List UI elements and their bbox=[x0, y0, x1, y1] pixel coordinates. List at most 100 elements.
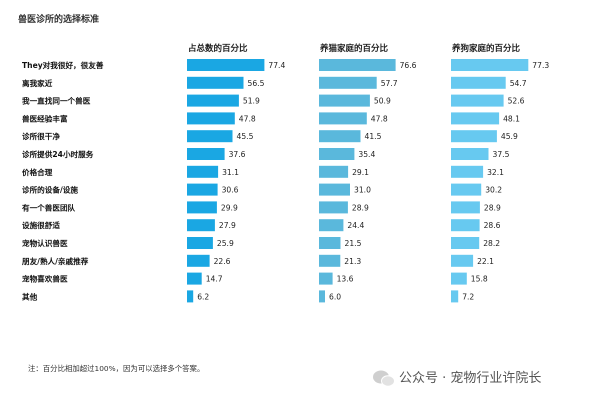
bar-series-1 bbox=[187, 130, 233, 143]
value-label: 22.6 bbox=[214, 257, 231, 266]
bar-series-3 bbox=[451, 201, 480, 214]
value-label: 37.5 bbox=[493, 150, 510, 159]
value-label: 76.6 bbox=[400, 61, 417, 70]
value-label: 41.5 bbox=[365, 132, 382, 141]
category-label: 宠物认识兽医 bbox=[22, 238, 68, 248]
watermark-text: 公众号 · 宠物行业许院长 bbox=[399, 370, 541, 386]
series-title-1: 占总数的百分比 bbox=[188, 43, 248, 54]
bar-series-3 bbox=[451, 112, 500, 125]
value-label: 13.6 bbox=[337, 275, 354, 284]
bar-series-3 bbox=[451, 130, 497, 143]
bar-series-1 bbox=[187, 219, 215, 232]
category-label: 朋友/熟人/亲戚推荐 bbox=[21, 256, 89, 266]
value-label: 50.9 bbox=[374, 97, 391, 106]
value-label: 45.9 bbox=[501, 132, 518, 141]
bar-series-2 bbox=[319, 272, 333, 285]
value-label: 27.9 bbox=[219, 221, 236, 230]
bar-series-1 bbox=[187, 112, 235, 125]
value-label: 31.1 bbox=[222, 168, 239, 177]
value-label: 14.7 bbox=[206, 275, 223, 284]
value-label: 29.1 bbox=[352, 168, 369, 177]
value-label: 52.6 bbox=[508, 97, 525, 106]
bar-series-3 bbox=[451, 219, 480, 232]
value-label: 45.5 bbox=[237, 132, 254, 141]
value-label: 28.9 bbox=[352, 203, 369, 212]
value-label: 29.9 bbox=[221, 203, 238, 212]
bar-series-3 bbox=[451, 148, 489, 160]
category-label: 离我家近 bbox=[22, 78, 53, 88]
category-label: 兽医经验丰富 bbox=[22, 113, 68, 123]
bar-series-2 bbox=[319, 130, 361, 143]
bar-series-3 bbox=[451, 237, 480, 249]
bar-series-1 bbox=[187, 201, 217, 214]
value-label: 25.9 bbox=[217, 239, 234, 248]
category-label: 诊所的设备/设施 bbox=[22, 185, 78, 195]
value-label: 48.1 bbox=[503, 114, 520, 123]
bar-series-2 bbox=[319, 237, 341, 249]
value-label: 24.4 bbox=[347, 221, 364, 230]
value-label: 15.8 bbox=[471, 275, 488, 284]
bar-series-2 bbox=[319, 201, 348, 214]
bar-series-3 bbox=[451, 290, 459, 303]
series-title-3: 养狗家庭的百分比 bbox=[451, 43, 521, 54]
value-label: 51.9 bbox=[243, 97, 260, 106]
value-label: 28.6 bbox=[484, 221, 501, 230]
category-label: 有一个兽医团队 bbox=[22, 202, 76, 212]
bar-series-2 bbox=[319, 148, 355, 160]
bar-series-1 bbox=[187, 183, 218, 196]
value-label: 77.4 bbox=[268, 61, 285, 70]
value-label: 6.2 bbox=[197, 292, 209, 301]
bar-series-3 bbox=[451, 272, 467, 285]
value-label: 28.9 bbox=[484, 203, 501, 212]
bar-series-2 bbox=[319, 219, 344, 232]
value-label: 57.7 bbox=[381, 79, 398, 88]
value-label: 21.5 bbox=[345, 239, 362, 248]
category-label: 价格合理 bbox=[22, 167, 53, 177]
value-label: 47.8 bbox=[239, 114, 256, 123]
value-label: 22.1 bbox=[477, 257, 494, 266]
value-label: 30.2 bbox=[485, 186, 502, 195]
value-label: 32.1 bbox=[487, 168, 504, 177]
value-label: 30.6 bbox=[222, 186, 239, 195]
bar-series-1 bbox=[187, 59, 265, 71]
chart-title: 兽医诊所的选择标准 bbox=[18, 13, 99, 25]
value-label: 31.0 bbox=[354, 186, 371, 195]
value-label: 28.2 bbox=[483, 239, 500, 248]
value-label: 56.5 bbox=[248, 79, 265, 88]
category-label: 诊所提供24小时服务 bbox=[22, 149, 94, 159]
bar-series-3 bbox=[451, 165, 484, 178]
bar-series-3 bbox=[451, 183, 482, 196]
value-label: 35.4 bbox=[358, 150, 375, 159]
bar-series-2 bbox=[319, 165, 349, 178]
bar-series-2 bbox=[319, 76, 377, 89]
value-label: 21.3 bbox=[344, 257, 361, 266]
bar-series-1 bbox=[187, 254, 210, 267]
value-label: 47.8 bbox=[371, 114, 388, 123]
bar-series-3 bbox=[451, 59, 529, 71]
bar-series-2 bbox=[319, 183, 350, 196]
value-label: 54.7 bbox=[510, 79, 527, 88]
bar-series-2 bbox=[319, 59, 396, 71]
bar-series-3 bbox=[451, 94, 504, 107]
category-label: 宠物喜欢兽医 bbox=[22, 274, 68, 284]
bar-series-1 bbox=[187, 237, 213, 249]
bar-series-3 bbox=[451, 254, 474, 267]
value-label: 37.6 bbox=[229, 150, 246, 159]
category-label: 设施很舒适 bbox=[22, 220, 60, 230]
category-label: 其他 bbox=[22, 291, 38, 301]
bar-series-1 bbox=[187, 272, 202, 285]
bar-series-1 bbox=[187, 165, 219, 178]
bar-series-2 bbox=[319, 94, 370, 107]
series-title-2: 养猫家庭的百分比 bbox=[319, 43, 389, 54]
bar-series-2 bbox=[319, 112, 367, 125]
bar-series-1 bbox=[187, 148, 225, 160]
footnote: 注：百分比相加超过100%，因为可以选择多个答案。 bbox=[28, 364, 204, 373]
bar-series-2 bbox=[319, 290, 325, 303]
bar-series-1 bbox=[187, 76, 244, 89]
bar-series-1 bbox=[187, 290, 194, 303]
bar-series-3 bbox=[451, 76, 506, 89]
value-label: 6.0 bbox=[329, 292, 341, 301]
bar-series-1 bbox=[187, 94, 239, 107]
